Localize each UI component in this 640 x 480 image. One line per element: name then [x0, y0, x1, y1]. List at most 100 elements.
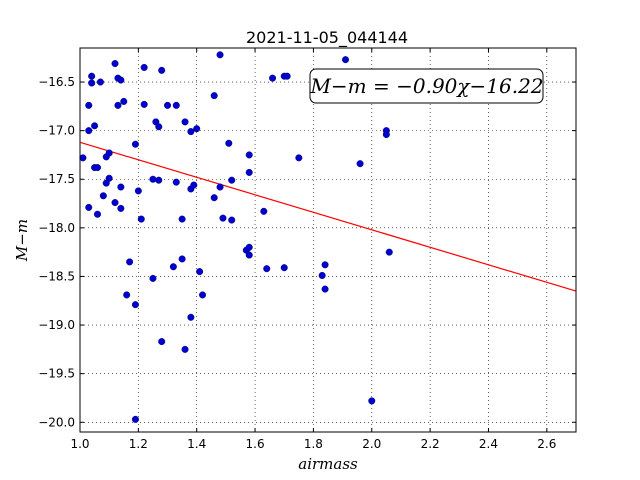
data-point [99, 192, 107, 200]
data-point [245, 251, 253, 259]
data-point [228, 176, 236, 184]
data-point [117, 183, 125, 191]
data-point [368, 397, 376, 405]
x-axis-label: airmass [298, 455, 358, 473]
data-points [79, 51, 393, 423]
data-point [216, 183, 224, 191]
data-point [117, 76, 125, 84]
data-point [85, 203, 93, 211]
data-point [172, 178, 180, 186]
chart-title: 2021-11-05_044144 [246, 28, 408, 48]
data-point [187, 128, 195, 136]
data-point [260, 207, 268, 215]
data-point [210, 92, 218, 100]
data-point [94, 164, 102, 172]
data-point [178, 215, 186, 223]
data-point [117, 204, 125, 212]
data-point [105, 174, 113, 182]
fit-line-group [79, 141, 577, 292]
y-tick-label: −19.0 [38, 318, 75, 332]
data-point [196, 268, 204, 276]
y-tick-label: −16.5 [38, 75, 75, 89]
data-point [158, 338, 166, 346]
data-point [131, 140, 139, 148]
y-tick-label: −17.0 [38, 124, 75, 138]
data-point [155, 123, 163, 131]
data-point [225, 139, 233, 147]
data-point [94, 210, 102, 218]
data-point [149, 274, 157, 282]
data-point [181, 345, 189, 353]
data-point [382, 131, 390, 139]
data-point [88, 79, 96, 87]
data-point [187, 313, 195, 321]
y-axis-ticks: −20.0 −19.5 −19.0 −18.5 −18.0 −17.5 −17.0 −16.5 [38, 75, 576, 429]
data-point [178, 255, 186, 263]
data-point [181, 118, 189, 126]
data-point [114, 101, 122, 109]
data-point [318, 271, 326, 279]
data-point [169, 263, 177, 271]
data-point [158, 66, 166, 74]
data-point [269, 74, 277, 82]
x-tick-label: 1.0 [70, 437, 89, 451]
data-point [149, 175, 157, 183]
equation-box-border [309, 68, 544, 104]
data-point [126, 258, 134, 266]
data-point [85, 127, 93, 135]
data-point [190, 181, 198, 189]
data-point [385, 248, 393, 256]
data-point [131, 415, 139, 423]
data-point [219, 214, 227, 222]
data-point [210, 194, 218, 202]
y-tick-label: −18.0 [38, 221, 75, 235]
data-point [193, 125, 201, 133]
data-point [280, 264, 288, 272]
data-point [134, 187, 142, 195]
x-tick-label: 2.2 [421, 437, 440, 451]
data-point [91, 122, 99, 130]
data-point [120, 97, 128, 105]
y-tick-label: −17.5 [38, 172, 75, 186]
data-point [245, 168, 253, 176]
fit-line [79, 141, 577, 292]
equation-annotation-box: M−m = −0.90χ−16.22 [309, 68, 544, 104]
y-tick-label: −19.5 [38, 367, 75, 381]
data-point [164, 101, 172, 109]
data-point [111, 199, 119, 207]
data-point [123, 291, 131, 299]
data-point [199, 291, 207, 299]
data-point [216, 51, 224, 59]
data-point [245, 151, 253, 159]
data-point [88, 72, 96, 80]
x-axis-ticks: 1.0 1.2 1.4 1.6 1.8 2.0 2.2 2.4 2.6 [70, 48, 556, 451]
data-point [172, 101, 180, 109]
x-tick-label: 1.4 [187, 437, 206, 451]
data-point [155, 176, 163, 184]
plot-frame [79, 47, 577, 433]
x-tick-label: 1.6 [246, 437, 265, 451]
data-point [137, 215, 145, 223]
data-point [111, 60, 119, 68]
data-point [140, 100, 148, 108]
y-axis-label: M−m [13, 219, 31, 262]
grid-lines [79, 48, 576, 432]
data-point [228, 216, 236, 224]
x-tick-label: 1.8 [304, 437, 323, 451]
data-point [295, 154, 303, 162]
x-tick-label: 2.4 [479, 437, 498, 451]
y-tick-label: −18.5 [38, 269, 75, 283]
data-point [131, 301, 139, 309]
data-point [85, 101, 93, 109]
data-point [321, 285, 329, 293]
x-tick-label: 1.2 [129, 437, 148, 451]
data-point [96, 78, 104, 86]
y-tick-label: −20.0 [38, 415, 75, 429]
data-point [321, 261, 329, 269]
data-point [283, 72, 291, 80]
data-point [140, 63, 148, 71]
x-tick-label: 2.0 [362, 437, 381, 451]
data-point [245, 243, 253, 251]
data-point [105, 149, 113, 157]
